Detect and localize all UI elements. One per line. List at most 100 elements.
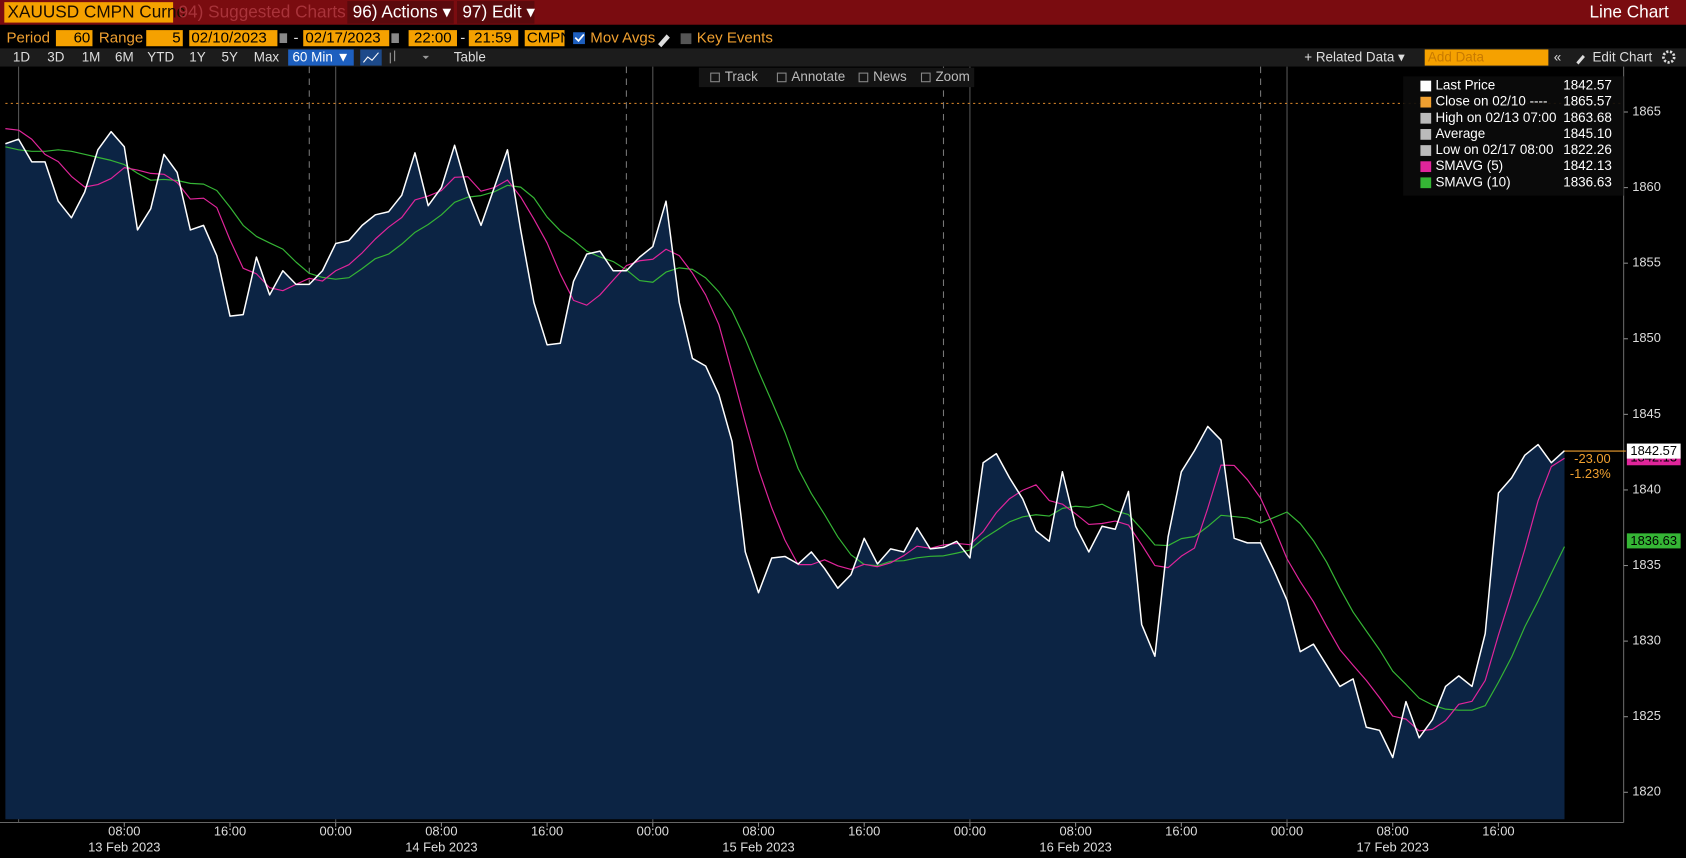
date-separator: - [294,30,299,47]
table-button[interactable]: Table [454,50,486,65]
legend-swatch [1420,112,1432,124]
tool-label[interactable]: News [873,69,907,84]
tool-icon[interactable] [920,72,931,83]
end-date: 02/17/2023 [305,30,380,47]
x-tick-label: 00:00 [954,824,986,839]
calendar-icon[interactable] [279,33,288,44]
range-button[interactable]: YTD [147,50,174,65]
interval-label: 60 Min ▼ [292,50,349,65]
tool-icon[interactable] [776,72,787,83]
range-button[interactable]: 1D [13,50,30,65]
value-tag [1626,443,1681,459]
key-events-checkbox[interactable] [680,33,692,45]
legend-value: 1863.68 [1563,110,1612,125]
actions-button[interactable] [347,1,454,24]
chart-tools: Track Annotate News Zoom [710,69,970,84]
legend-value: 1836.63 [1563,174,1612,189]
legend-label: SMAVG (10) [1435,174,1510,189]
range-button[interactable]: 3D [47,50,64,65]
date-label: 14 Feb 2023 [405,840,477,855]
value-tag [1626,533,1681,549]
legend-value: 1842.13 [1563,158,1612,173]
date-label: 16 Feb 2023 [1039,840,1111,855]
legend-label: SMAVG (5) [1435,158,1503,173]
calendar-icon[interactable] [391,33,399,44]
actions-label: 96) Actions ▾ [353,1,452,21]
ticker: XAUUSD CMPN Curnc [8,1,186,21]
x-tick-label: 00:00 [320,824,352,839]
range-button[interactable]: 5Y [222,50,238,65]
x-tick-label: 16:00 [531,824,563,839]
y-tick-label: 1820 [1632,784,1661,799]
edit-chart-icon [1576,54,1585,65]
mov-avgs-label: Mov Avgs [590,30,655,47]
date-label: 15 Feb 2023 [722,840,794,855]
x-tick-label: 08:00 [425,824,457,839]
ticker-input[interactable] [4,2,174,23]
settings-icon[interactable] [1662,50,1676,64]
legend-swatch [1420,161,1432,173]
x-tick-label: 00:00 [637,824,669,839]
edit-chart[interactable]: Edit Chart [1592,50,1652,65]
legend-swatch [1420,96,1432,108]
suggested-charts[interactable]: 94) Suggested Charts [178,1,345,21]
legend-box [1403,76,1624,196]
date-label: 17 Feb 2023 [1357,840,1429,855]
x-tick-label: 16:00 [1165,824,1197,839]
start-time-input[interactable] [408,30,457,47]
chart-toolbar [698,67,975,88]
tool-label[interactable]: Annotate [791,69,845,84]
x-tick-label: 16:00 [848,824,880,839]
checkmark [574,33,585,43]
legend-label: Low on 02/17 08:00 [1435,142,1553,157]
legend-value: 1842.57 [1563,78,1612,93]
end-date-input[interactable] [303,30,390,47]
interval-button[interactable] [288,49,354,66]
title-bar [0,0,1686,25]
add-data-input[interactable] [1424,49,1549,66]
pencil-icon[interactable] [658,34,670,48]
collapse-button[interactable]: « [1554,50,1561,65]
value-tag-label: 1836.63 [1630,533,1677,548]
start-date: 02/10/2023 [191,30,266,47]
related-data[interactable]: + Related Data ▾ [1304,50,1405,65]
legend-swatch [1420,145,1432,156]
series-line [5,146,1566,711]
tool-label[interactable]: Track [725,69,758,84]
y-tick-label: 1865 [1632,103,1661,118]
range-label: Range [99,30,143,47]
period-value: 60 [74,30,91,47]
y-tick-label: 1840 [1632,481,1661,496]
range-value: 5 [172,30,180,47]
tool-label[interactable]: Zoom [935,69,969,84]
range-input[interactable] [146,30,183,47]
tool-icon[interactable] [858,72,869,83]
x-tick-label: 08:00 [742,824,774,839]
range-button[interactable]: 1M [82,50,101,65]
end-time: 21:59 [474,30,512,47]
x-tick-label: 08:00 [1377,824,1409,839]
bar-icon[interactable] [389,50,396,64]
plot: 1820 1825 1830 1835 1840 1845 1850 1855 1860 1865… [0,66,1681,855]
end-time-input[interactable] [468,30,519,47]
legend-value: 1865.57 [1563,94,1612,109]
period-input[interactable] [55,30,93,47]
range-button[interactable]: 1Y [189,50,205,65]
add-data-placeholder: Add Data [1428,50,1485,65]
dropdown-icon[interactable] [422,55,430,60]
source-input[interactable] [524,30,565,47]
line-style-button[interactable] [360,49,382,66]
value-tag-label: 1842.57 [1630,443,1677,458]
y-tick-label: 1855 [1632,255,1661,270]
range-button[interactable]: Max [254,50,280,65]
legend: Last Price 1842.57 Close on 02/10 ---- 1865… [1403,76,1624,196]
start-date-input[interactable] [189,30,278,47]
tool-icon[interactable] [710,72,720,83]
y-tick-label: 1830 [1632,633,1661,648]
range-button[interactable]: 6M [115,50,134,65]
x-tick-label: 08:00 [108,824,140,839]
mov-avgs-checkbox[interactable] [573,32,585,45]
change-pct: -1.23% [1570,466,1611,481]
edit-button[interactable] [456,1,535,24]
